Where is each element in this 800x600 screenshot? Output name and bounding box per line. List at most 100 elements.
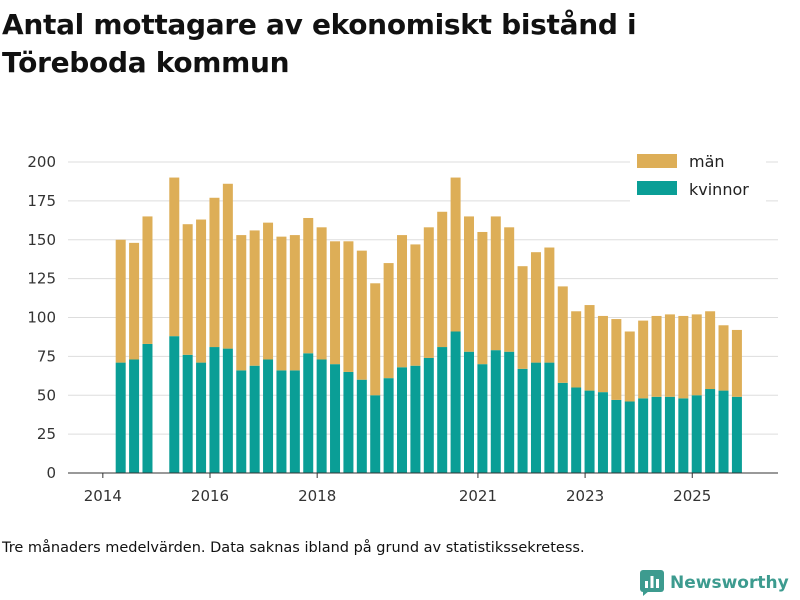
bar-man	[209, 197, 220, 348]
bar-kvinnor	[664, 396, 675, 473]
bar-man	[450, 177, 461, 332]
bar-man	[423, 227, 434, 358]
bar-kvinnor	[423, 357, 434, 473]
bar-man	[115, 239, 126, 363]
bar-man	[611, 319, 622, 400]
bars	[115, 177, 742, 473]
bar-kvinnor	[651, 396, 662, 473]
bar-man	[463, 216, 474, 352]
bar-man	[597, 315, 608, 393]
bar-kvinnor	[477, 364, 488, 473]
bar-kvinnor	[557, 382, 568, 473]
bar-kvinnor	[530, 362, 541, 473]
bar-kvinnor	[691, 395, 702, 473]
bar-man	[477, 231, 488, 365]
bar-man	[664, 314, 675, 397]
bar-man	[731, 329, 742, 397]
bar-kvinnor	[450, 331, 461, 473]
bar-man	[249, 230, 260, 366]
bar-man	[571, 311, 582, 388]
bar-kvinnor	[222, 348, 233, 473]
y-tick-label: 50	[37, 386, 56, 404]
bar-kvinnor	[584, 390, 595, 473]
x-tick-label: 2016	[191, 487, 229, 505]
bar-man	[289, 235, 300, 371]
bar-kvinnor	[169, 336, 180, 473]
y-axis-tick-labels: 0 25 50 75 100 125 150 175 200	[27, 153, 56, 482]
bar-kvinnor	[115, 362, 126, 473]
bar-man	[437, 211, 448, 348]
legend: män kvinnor	[630, 147, 766, 207]
bar-man	[638, 320, 649, 399]
x-tick-label: 2025	[673, 487, 711, 505]
y-tick-label: 100	[27, 309, 56, 327]
bar-man	[557, 286, 568, 383]
bar-man	[678, 315, 689, 399]
legend-label-kvinnor: kvinnor	[689, 180, 749, 199]
bar-man	[397, 235, 408, 368]
bar-kvinnor	[638, 398, 649, 473]
legend-swatch-man	[637, 154, 677, 168]
bar-kvinnor	[410, 365, 421, 473]
bar-kvinnor	[209, 347, 220, 473]
bar-man	[624, 331, 635, 402]
bar-man	[705, 311, 716, 390]
chart-title-line-1: Antal mottagare av ekonomiskt bistånd i	[2, 8, 637, 41]
logo-text: Newsworthy	[670, 573, 789, 593]
bar-man	[651, 315, 662, 397]
bar-kvinnor	[330, 364, 341, 473]
bar-kvinnor	[303, 353, 314, 473]
bar-man	[236, 235, 247, 371]
bar-kvinnor	[437, 347, 448, 473]
x-tick-label: 2021	[459, 487, 497, 505]
y-tick-label: 0	[46, 464, 56, 482]
x-tick-label: 2014	[84, 487, 122, 505]
bar-man	[504, 227, 515, 352]
bar-man	[517, 266, 528, 369]
bar-man	[691, 314, 702, 396]
footer-note: Tre månaders medelvärden. Data saknas ib…	[2, 540, 585, 556]
bar-man	[169, 177, 180, 337]
bar-kvinnor	[517, 368, 528, 473]
chart-title-line-2: Töreboda kommun	[2, 46, 290, 79]
bar-kvinnor	[597, 392, 608, 473]
bar-man	[718, 325, 729, 391]
bar-man	[303, 217, 314, 354]
bar-kvinnor	[370, 395, 381, 473]
bar-kvinnor	[263, 359, 274, 473]
bar-man	[276, 236, 287, 371]
x-axis: 2014 2016 2018 2021 2023 2025	[68, 472, 778, 505]
bar-kvinnor	[129, 359, 140, 473]
bar-kvinnor	[356, 379, 367, 473]
bar-man	[370, 283, 381, 396]
bar-man	[383, 263, 394, 379]
chart-title: Antal mottagare av ekonomiskt bistånd i …	[2, 6, 637, 82]
bar-kvinnor	[289, 370, 300, 473]
legend-swatch-kvinnor	[637, 181, 677, 195]
bar-chart-icon	[640, 570, 664, 596]
bar-man	[584, 305, 595, 391]
y-tick-label: 150	[27, 231, 56, 249]
bar-man	[129, 242, 140, 360]
bar-kvinnor	[504, 351, 515, 473]
bar-kvinnor	[705, 389, 716, 473]
bar-kvinnor	[383, 378, 394, 473]
bar-kvinnor	[624, 401, 635, 473]
bar-kvinnor	[571, 387, 582, 473]
bar-kvinnor	[142, 343, 153, 473]
legend-label-man: män	[689, 152, 725, 171]
bar-man	[222, 183, 233, 349]
bar-man	[330, 241, 341, 365]
bar-kvinnor	[731, 396, 742, 473]
bar-kvinnor	[316, 359, 327, 473]
y-tick-label: 25	[37, 425, 56, 443]
x-tick-label: 2023	[566, 487, 604, 505]
bar-man	[182, 224, 193, 355]
bar-kvinnor	[196, 362, 207, 473]
bar-kvinnor	[236, 370, 247, 473]
bar-man	[530, 252, 541, 363]
bar-man	[316, 227, 327, 360]
x-tick-label: 2018	[298, 487, 336, 505]
bar-man	[263, 222, 274, 360]
